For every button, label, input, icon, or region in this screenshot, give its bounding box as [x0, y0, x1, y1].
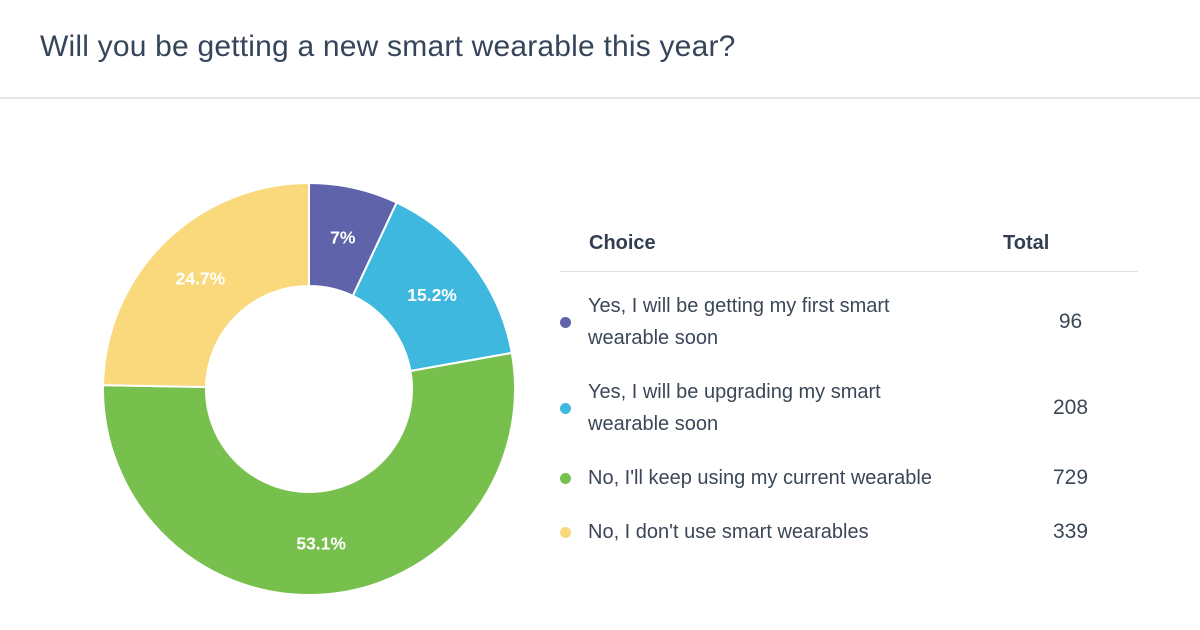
donut-slice [351, 201, 513, 372]
choice-label: Yes, I will be upgrading my smart wearab… [588, 381, 881, 435]
results-table: Choice Total Yes, I will be getting my f… [560, 228, 1138, 548]
table-row: No, I'll keep using my current wearable … [560, 462, 1138, 494]
choice-label: No, I'll keep using my current wearable [588, 467, 932, 489]
table-row: Yes, I will be upgrading my smart wearab… [560, 376, 1138, 440]
legend-color-dot [560, 526, 571, 538]
slice-percent-label: 7% [330, 228, 356, 248]
legend-color-dot [560, 472, 571, 484]
choice-column-header: Choice [589, 232, 656, 254]
poll-question-title: Will you be getting a new smart wearable… [40, 30, 736, 63]
donut-slice [102, 182, 310, 389]
table-row: No, I don't use smart wearables 339 [560, 516, 1138, 548]
total-column-header: Total [1003, 232, 1050, 254]
slice-percent-label: 53.1% [296, 534, 346, 554]
header-divider [0, 97, 1200, 99]
choice-label: Yes, I will be getting my first smart we… [588, 295, 890, 349]
legend-color-dot [560, 402, 571, 414]
slice-percent-label: 24.7% [176, 268, 226, 288]
donut-slice [102, 351, 516, 596]
table-body: Yes, I will be getting my first smart we… [560, 290, 1138, 548]
total-value: 339 [1052, 520, 1089, 543]
legend-color-dot [560, 316, 571, 328]
choice-label: No, I don't use smart wearables [588, 521, 869, 543]
table-row: Yes, I will be getting my first smart we… [560, 290, 1138, 354]
total-value: 729 [1052, 466, 1089, 489]
total-value: 96 [1058, 310, 1083, 333]
total-value: 208 [1052, 396, 1089, 419]
slice-percent-label: 15.2% [407, 285, 457, 305]
table-header-row: Choice Total [560, 228, 1138, 272]
donut-chart: 7% 15.2% 53.1% 24.7% [102, 182, 516, 596]
